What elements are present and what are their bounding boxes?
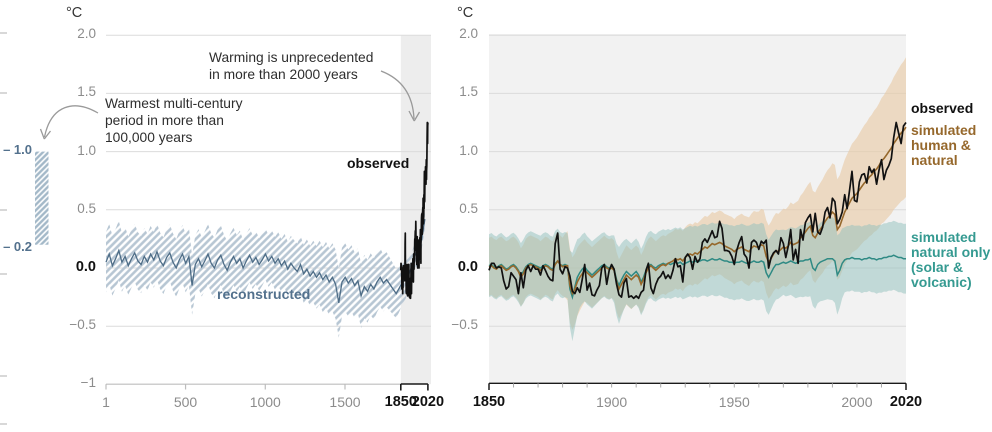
reconstructed-uncertainty-band [106, 209, 425, 338]
reconstructed-label: reconstructed [217, 286, 311, 302]
reference-bar-top-label: – 1.0 [3, 142, 32, 157]
right-panel-chart [488, 34, 907, 390]
right-x-tick-label: 2000 [841, 394, 873, 410]
left-panel-chart [0, 32, 431, 425]
human-natural-line [488, 126, 907, 296]
annotation-warmest-period: Warmest multi-century period in more tha… [105, 96, 243, 145]
left-y-tick-label: 0.5 [77, 200, 96, 216]
left-x-tick-label: 1 [102, 394, 110, 410]
left-y-tick-label: −1 [80, 375, 96, 391]
natural-only-uncertainty-band [489, 217, 906, 342]
right-x-tick-label: 1850 [472, 394, 506, 410]
reconstructed-line [105, 218, 426, 304]
right-y-tick-label: 0.5 [459, 200, 478, 216]
arrow-warmest [43, 105, 99, 138]
left-y-tick-label: −0.5 [69, 317, 96, 333]
right-y-tick-label: 2.0 [459, 26, 478, 42]
simulated-human-natural-label: simulated human & natural [911, 122, 977, 168]
left-observed-label: observed [347, 155, 410, 171]
right-observed-label: observed [911, 100, 974, 116]
right-y-tick-label: 1.5 [459, 84, 478, 100]
left-y-tick-label: 1.5 [77, 84, 96, 100]
simulated-natural-only-label: simulated natural only (solar & volcanic… [911, 229, 991, 290]
right-y-axis-unit: °C [457, 5, 474, 21]
right-y-tick-label: 1.0 [459, 142, 478, 158]
right-x-tick-label: 2020 [889, 394, 923, 410]
annotation-arrows [39, 70, 421, 140]
left-y-axis-unit: °C [66, 5, 83, 21]
right-x-tick-label: 1900 [596, 394, 628, 410]
warmest-period-reference-bar [35, 151, 49, 245]
left-x-tick-label: 1000 [249, 394, 281, 410]
reference-bar-bottom-label: – 0.2 [3, 239, 32, 254]
left-x-tick-label: 1850 [384, 394, 417, 410]
arrow-unprecedented [380, 70, 415, 120]
right-x-tick-label: 1950 [718, 394, 750, 410]
observed-line-left [399, 121, 429, 300]
left-y-tick-label: 0.0 [75, 259, 96, 275]
observed-line-right [488, 121, 907, 300]
left-y-tick-label: 2.0 [77, 26, 96, 42]
left-x-tick-label: 2020 [411, 394, 445, 410]
left-x-tick-label: 500 [173, 394, 198, 410]
annotation-warming-unprecedented: Warming is unprecedented in more than 20… [209, 50, 374, 82]
left-y-tick-label: 1.0 [77, 142, 96, 158]
right-y-tick-label: 0.0 [457, 259, 478, 275]
right-y-tick-label: −0.5 [451, 317, 478, 333]
left-x-tick-label: 1500 [329, 394, 361, 410]
